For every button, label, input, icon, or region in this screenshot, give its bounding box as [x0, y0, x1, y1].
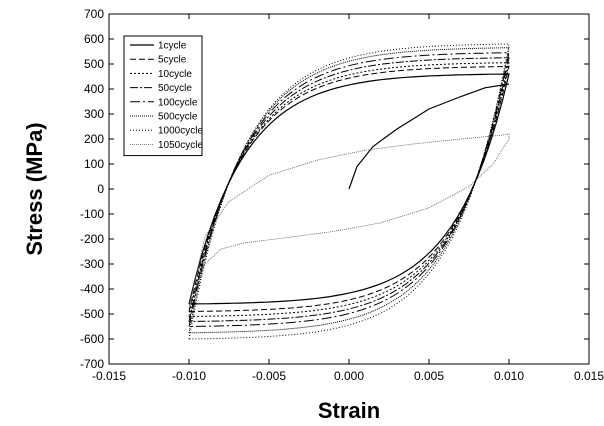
legend-box	[123, 35, 203, 157]
legend: 1cycle 5cycle 10cycle 50cycle 100cycle 500cyc…	[123, 35, 203, 157]
y-tick-label: -700	[80, 357, 104, 371]
series-1050cycle	[188, 133, 510, 307]
series-line	[188, 73, 510, 305]
y-tick-label: 500	[84, 57, 104, 71]
x-tick-label: -0.005	[252, 369, 286, 383]
series-line	[188, 62, 510, 317]
y-tick-label: 200	[84, 132, 104, 146]
legend-items: 1cycle 5cycle 10cycle 50cycle 100cycle 500cyc…	[130, 41, 203, 151]
legend-item: 1cycle	[130, 41, 187, 52]
x-tick-label: -0.010	[172, 369, 206, 383]
legend-label: 5cycle	[158, 55, 187, 66]
series-line	[188, 47, 510, 334]
y-tick-label: -500	[80, 307, 104, 321]
x-tick-label: 0.005	[414, 369, 444, 383]
y-tick-label: -300	[80, 257, 104, 271]
legend-label: 100cycle	[158, 97, 198, 108]
y-tick-label: 100	[84, 157, 104, 171]
legend-label: 1cycle	[158, 41, 187, 52]
legend-item: 1050cycle	[130, 140, 203, 151]
legend-item: 10cycle	[130, 69, 192, 80]
y-tick-label: 0	[97, 182, 104, 196]
legend-label: 1000cycle	[158, 126, 203, 137]
y-tick-label: 300	[84, 107, 104, 121]
x-axis-title: Strain	[318, 398, 380, 423]
y-tick-label: 600	[84, 32, 104, 46]
series-line	[188, 133, 510, 307]
legend-label: 50cycle	[158, 83, 192, 94]
y-tick-label: 400	[84, 82, 104, 96]
series-line	[188, 52, 510, 327]
x-tick-label: 0.015	[574, 369, 604, 383]
x-tick-label: -0.015	[92, 369, 126, 383]
series-line	[188, 65, 510, 312]
y-tick-label: -200	[80, 232, 104, 246]
legend-label: 1050cycle	[158, 140, 203, 151]
legend-item: 1000cycle	[130, 126, 203, 137]
legend-label: 10cycle	[158, 69, 192, 80]
series-line	[188, 43, 510, 340]
series-10cycle	[188, 62, 510, 317]
series-100cycle	[188, 52, 510, 327]
legend-item: 5cycle	[130, 55, 187, 66]
series-line	[188, 57, 510, 322]
legend-label: 500cycle	[158, 112, 198, 123]
y-tick-label: -600	[80, 332, 104, 346]
legend-item: 50cycle	[130, 83, 192, 94]
legend-item: 100cycle	[130, 97, 198, 108]
ticks-layer: -0.015 -0.010 -0.005 0.000 0.005 0.010 0.015 -7…	[80, 7, 604, 383]
x-tick-label: 0.010	[494, 369, 524, 383]
y-tick-label: -100	[80, 207, 104, 221]
series-1cycle	[188, 73, 510, 305]
y-axis-title: Stress (MPa)	[22, 122, 47, 255]
series-5cycle	[188, 65, 510, 312]
series-500cycle	[188, 47, 510, 334]
initial-loading-curve	[348, 83, 510, 190]
series-layer	[188, 43, 510, 340]
y-tick-label: 700	[84, 7, 104, 21]
series-1000cycle	[188, 43, 510, 340]
legend-item: 500cycle	[130, 112, 198, 123]
plot-frame	[108, 13, 590, 365]
series-50cycle	[188, 57, 510, 322]
x-tick-label: 0.000	[334, 369, 364, 383]
y-tick-label: -400	[80, 282, 104, 296]
